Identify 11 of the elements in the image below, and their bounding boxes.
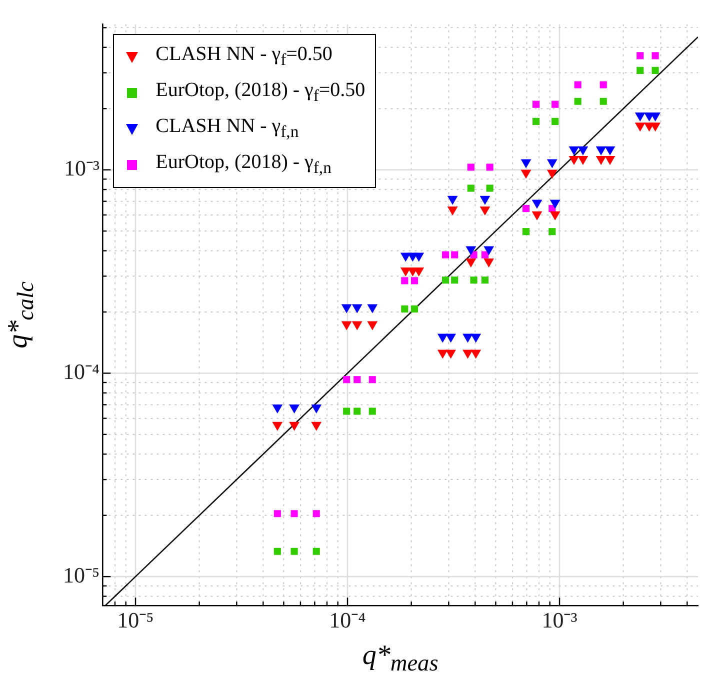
x-tick-label: 10⁻⁴ — [329, 608, 366, 633]
legend-label: EurOtop, (2018) - γ$_{f,n}$ — [156, 150, 332, 180]
y-tick-label: 10⁻⁵ — [63, 562, 100, 588]
legend-label: EurOtop, (2018) - γ$_{f}$=0.50 — [156, 78, 366, 108]
y-tick-label: 10⁻³ — [64, 156, 100, 181]
x-tick-label: 10⁻⁵ — [117, 608, 154, 633]
x-axis-title: q*$_{meas}$ — [362, 640, 438, 678]
y-tick-label: 10⁻⁴ — [63, 358, 100, 384]
legend-label: CLASH NN - γ$_{f}$=0.50 — [156, 42, 332, 72]
x-tick-label: 10⁻³ — [542, 608, 578, 633]
legend-label: CLASH NN - γ$_{f,n}$ — [156, 114, 299, 144]
